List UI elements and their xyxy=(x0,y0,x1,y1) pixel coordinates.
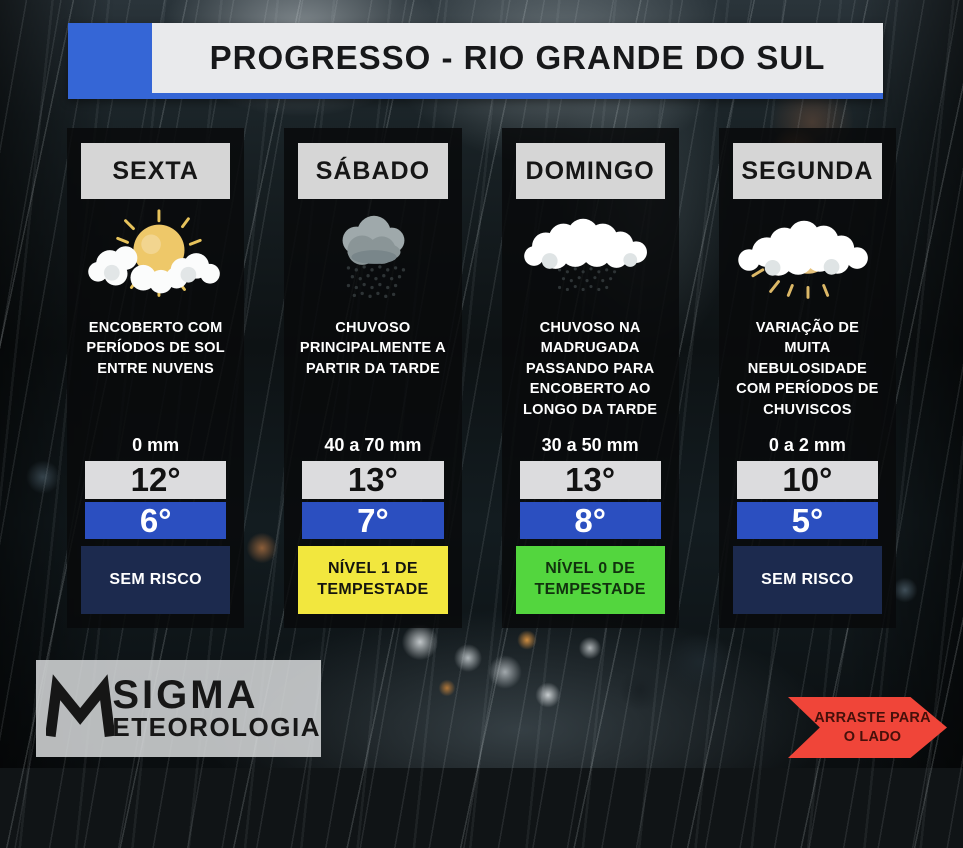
temp-min-bar: 6° xyxy=(85,502,227,539)
forecast-card-sexta: SEXTA xyxy=(67,128,245,628)
logo-line-meteorologia: ETEOROLOGIA xyxy=(112,711,321,742)
forecast-card-segunda: SEGUNDA xyxy=(718,128,896,628)
forecast-card-sabado: SÁBADO xyxy=(284,128,462,628)
forecast-card-domingo: DOMINGO xyxy=(501,128,679,628)
precipitation-range: 40 a 70 mm xyxy=(324,435,422,455)
forecast-description: VARIAÇÃO DE MUITA NEBULOSIDADE COM PERÍO… xyxy=(736,320,879,418)
precipitation-range: 0 mm xyxy=(132,435,180,455)
header-accent-block xyxy=(68,23,152,93)
precipitation-range: 0 a 2 mm xyxy=(768,435,846,455)
storm-risk-badge: NÍVEL 0 DE TEMPESTADE xyxy=(515,546,665,614)
temp-max-bar: 10° xyxy=(736,461,878,499)
sun-between-clouds-icon xyxy=(87,209,220,297)
rainy-clouds-icon xyxy=(524,218,648,292)
drag-sideways-label: ARRASTE PARA O LADO xyxy=(814,709,931,745)
precipitation-range: 30 a 50 mm xyxy=(541,435,639,455)
temp-min-bar: 5° xyxy=(736,502,878,539)
day-label: SÁBADO xyxy=(298,143,448,199)
day-label: SEGUNDA xyxy=(732,143,882,199)
temp-max-bar: 12° xyxy=(85,461,227,499)
forecast-description: CHUVOSO NA MADRUGADA PASSANDO PARA ENCOB… xyxy=(523,320,658,418)
header-title-box: PROGRESSO - RIO GRANDE DO SUL xyxy=(152,23,883,93)
temp-min-bar: 8° xyxy=(519,502,661,539)
sun-behind-clouds-icon xyxy=(738,220,869,299)
header-underline xyxy=(68,93,883,99)
storm-risk-badge: SEM RISCO xyxy=(732,546,882,614)
forecast-description: ENCOBERTO COM PERÍODOS DE SOL ENTRE NUVE… xyxy=(86,320,225,377)
header-banner: PROGRESSO - RIO GRANDE DO SUL xyxy=(68,23,883,99)
rain-cloud-icon xyxy=(342,215,405,299)
storm-risk-badge: NÍVEL 1 DE TEMPESTADE xyxy=(298,546,448,614)
page-title: PROGRESSO - RIO GRANDE DO SUL xyxy=(209,39,826,76)
storm-risk-badge: SEM RISCO xyxy=(81,546,231,614)
day-label: SEXTA xyxy=(81,143,231,199)
temp-min-bar: 7° xyxy=(302,502,444,539)
logo-line-sigma: SIGMA xyxy=(112,673,259,718)
temp-max-bar: 13° xyxy=(302,461,444,499)
sigma-meteorologia-logo: SIGMA ETEOROLOGIA xyxy=(36,660,321,757)
forecast-description: CHUVOSO PRINCIPALMENTE A PARTIR DA TARDE xyxy=(299,320,446,377)
drag-sideways-arrow[interactable]: ARRASTE PARA O LADO xyxy=(788,697,947,758)
day-label: DOMINGO xyxy=(515,143,665,199)
forecast-columns: SEXTA xyxy=(67,128,896,628)
logo-m-mark-icon xyxy=(46,673,115,737)
temp-max-bar: 13° xyxy=(519,461,661,499)
